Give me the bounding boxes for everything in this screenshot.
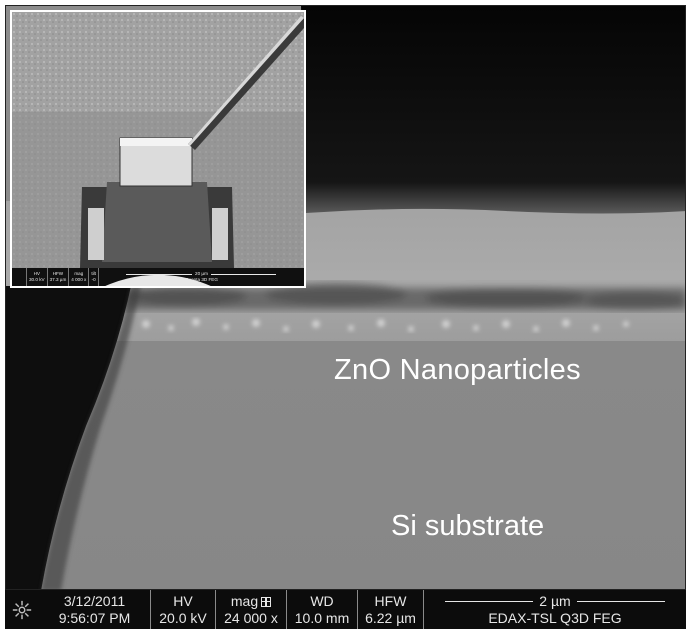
inset-image bbox=[12, 12, 304, 286]
sem-micrograph: ZnO Nanoparticles Si substrate bbox=[5, 5, 686, 590]
hv-value: 20.0 kV bbox=[159, 609, 207, 626]
instrument-label: EDAX-TSL Q3D FEG bbox=[488, 609, 622, 626]
inset-hv-label: HV bbox=[33, 271, 40, 277]
wd-label: WD bbox=[310, 592, 334, 609]
inset-tilt-value: -0 bbox=[91, 277, 96, 282]
fei-logo-icon bbox=[5, 590, 39, 629]
mag-value: 24 000 x bbox=[224, 609, 278, 626]
zno-nanoparticles-label: ZnO Nanoparticles bbox=[334, 354, 581, 386]
mag-grid-icon bbox=[261, 596, 272, 607]
inset-info-bar: HV 30.0 kV HFW 37.3 µm mag 4 000 x tilt … bbox=[12, 268, 304, 286]
si-substrate-label: Si substrate bbox=[391, 510, 545, 542]
scale-cell: 2 µm EDAX-TSL Q3D FEG bbox=[423, 590, 686, 629]
inset-scale-cell: 20 µm Quanta 3D FEG bbox=[97, 268, 304, 286]
inset-tilt-cell: tilt -0 bbox=[88, 268, 98, 286]
inset-hfw-value: 37.3 µm bbox=[49, 277, 67, 282]
time-value: 9:56:07 PM bbox=[58, 609, 131, 626]
inset-hfw-cell: HFW 37.3 µm bbox=[46, 268, 69, 286]
inset-hv-cell: HV 30.0 kV bbox=[26, 268, 47, 286]
inset-hv-value: 30.0 kV bbox=[29, 277, 45, 282]
inset-mag-cell: mag 4 000 x bbox=[68, 268, 88, 286]
hv-label: HV bbox=[173, 592, 193, 609]
inset-scale-label: 20 µm bbox=[195, 271, 208, 277]
scale-label: 2 µm bbox=[539, 592, 571, 609]
date-value: 3/12/2011 bbox=[63, 592, 126, 609]
hfw-cell: HFW 6.22 µm bbox=[357, 590, 423, 629]
hfw-value: 6.22 µm bbox=[365, 609, 416, 626]
inset-hfw-label: HFW bbox=[52, 271, 64, 277]
mag-cell: mag 24 000 x bbox=[215, 590, 286, 629]
hv-cell: HV 20.0 kV bbox=[150, 590, 215, 629]
wd-value: 10.0 mm bbox=[294, 609, 350, 626]
inset-micrograph: HV 30.0 kV HFW 37.3 µm mag 4 000 x tilt … bbox=[10, 10, 306, 288]
micrograph-image bbox=[6, 6, 685, 589]
wd-cell: WD 10.0 mm bbox=[286, 590, 357, 629]
mag-label: mag bbox=[230, 592, 259, 609]
inset-mag-label: mag bbox=[74, 271, 84, 277]
fei-logo-icon bbox=[12, 268, 211, 286]
datetime-cell: 3/12/2011 9:56:07 PM bbox=[39, 590, 150, 629]
inset-instrument-label: Quanta 3D FEG bbox=[185, 277, 218, 282]
scale-bar: 2 µm bbox=[445, 593, 665, 610]
sem-info-bar: 3/12/2011 9:56:07 PM HV 20.0 kV mag 24 0… bbox=[5, 590, 686, 629]
hfw-label: HFW bbox=[374, 592, 407, 609]
inset-tilt-label: tilt bbox=[91, 271, 96, 277]
inset-mag-value: 4 000 x bbox=[71, 277, 87, 282]
